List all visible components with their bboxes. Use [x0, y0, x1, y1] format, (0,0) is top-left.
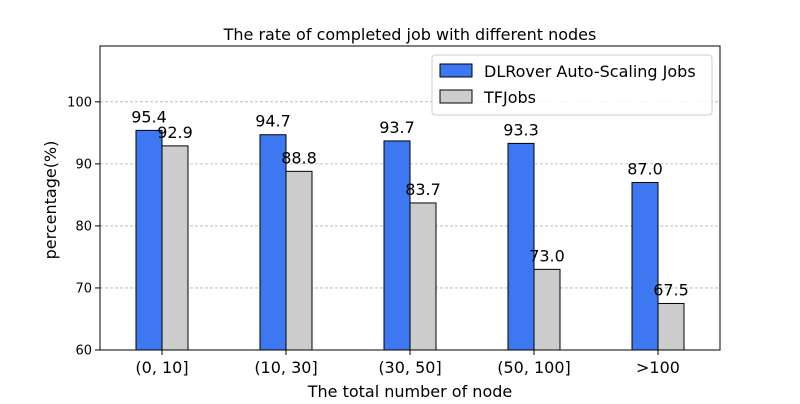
value-label-tfjobs: 88.8 [281, 148, 317, 167]
value-label-tfjobs: 67.5 [653, 280, 689, 299]
legend-swatch [439, 63, 473, 78]
bar-dlrover [135, 129, 163, 351]
bar-tfjobs [533, 268, 561, 351]
bar-tfjobs [285, 170, 313, 351]
bar-tfjobs [657, 302, 685, 351]
value-label-dlrover: 87.0 [627, 159, 663, 178]
x-tick-label: (50, 100] [497, 358, 571, 377]
value-label-tfjobs: 92.9 [157, 123, 193, 142]
bar-tfjobs [409, 202, 437, 351]
y-tick-label: 90 [75, 157, 92, 172]
value-label-tfjobs: 73.0 [529, 246, 565, 265]
x-tick-label: (30, 50] [378, 358, 441, 377]
bar-dlrover [383, 140, 411, 351]
x-tick-label: (0, 10] [135, 358, 188, 377]
legend-label: DLRover Auto-Scaling Jobs [484, 62, 696, 81]
y-tick-label: 100 [67, 95, 92, 110]
value-label-dlrover: 93.3 [503, 120, 539, 139]
x-axis-label: The total number of node [307, 382, 512, 400]
value-label-layer: 95.492.9 94.7 88.8 93.7 83.7 93.3 73.0 87.0 67.5 [131, 107, 689, 299]
bar-dlrover [631, 181, 659, 351]
y-axis-label: percentage(%) [41, 141, 60, 260]
value-label-dlrover: 94.7 [255, 112, 291, 131]
legend-frame [431, 54, 713, 116]
bar-tfjobs [161, 145, 189, 351]
value-label-dlrover: 93.7 [379, 118, 415, 137]
legend-swatch [439, 89, 473, 104]
axis-layer: 60 70 80 90 100 (0, 10] (10, 30] (30, 50] (50, 1… [67, 45, 721, 377]
x-tick-label: >100 [636, 358, 680, 377]
y-tick-label: 60 [75, 344, 92, 359]
y-tick-label: 70 [75, 281, 92, 296]
value-label-dlrover: 95.4 [131, 107, 167, 126]
legend-label: TFJobs [483, 88, 536, 107]
value-label-tfjobs: 83.7 [405, 180, 441, 199]
bar-layer [135, 129, 685, 351]
plot-frame [99, 45, 721, 351]
chart-title: The rate of completed job with different… [223, 25, 597, 44]
x-tick-label: (10, 30] [254, 358, 317, 377]
legend: DLRover Auto-Scaling Jobs TFJobs [431, 54, 713, 116]
y-tick-label: 80 [75, 219, 92, 234]
